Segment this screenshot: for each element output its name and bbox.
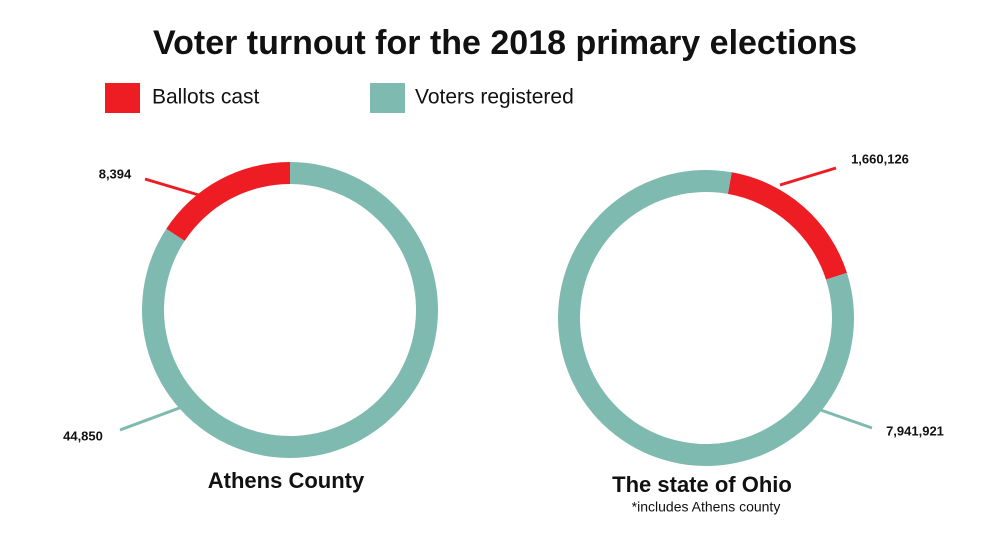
value-label: 7,941,921 (886, 423, 944, 438)
value-label: 8,394 (99, 166, 132, 181)
legend-label: Voters registered (415, 86, 574, 109)
value-label: 1,660,126 (851, 151, 909, 166)
leader-line (814, 406, 873, 430)
legend-swatch (105, 83, 140, 113)
chart-title: Voter turnout for the 2018 primary elect… (153, 24, 857, 62)
donut-slice (166, 162, 290, 241)
leader-line (119, 405, 183, 432)
value-label: 44,850 (63, 428, 103, 443)
chart-subtitle-title: The state of Ohio (612, 472, 792, 497)
legend-swatch (370, 83, 405, 113)
chart-subtitle-title: Athens County (208, 468, 365, 493)
legend-label: Ballots cast (152, 86, 260, 109)
donut-slice (727, 172, 847, 280)
leader-line (779, 166, 837, 187)
leader-line (144, 177, 203, 198)
footnote: *includes Athens county (632, 499, 781, 515)
